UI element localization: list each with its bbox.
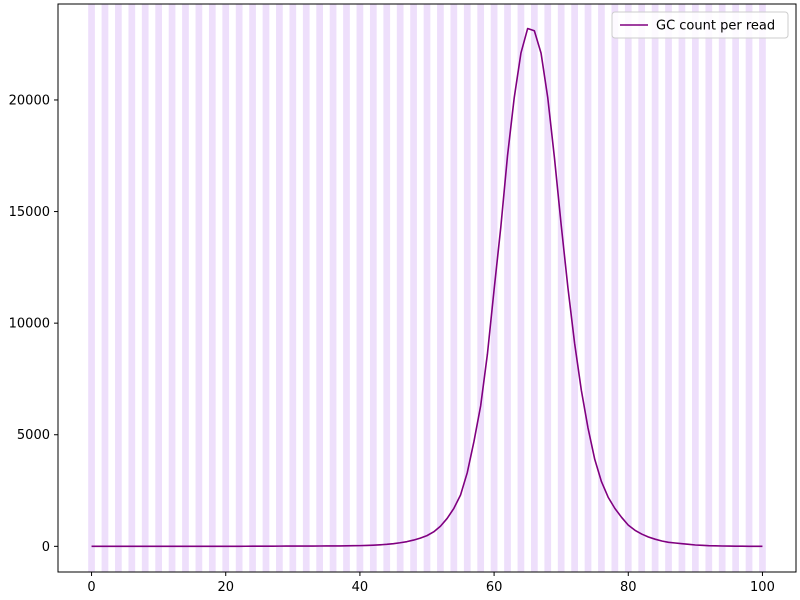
- x-tick-label: 40: [352, 580, 369, 595]
- background-band: [128, 4, 136, 572]
- background-band: [705, 4, 713, 572]
- background-band: [678, 4, 686, 572]
- background-band: [410, 4, 417, 572]
- plot-frame: [57, 3, 797, 573]
- background-band: [745, 4, 753, 572]
- background-band: [235, 4, 243, 572]
- background-band: [557, 4, 565, 572]
- background-band: [692, 4, 699, 572]
- legend: GC count per read: [611, 11, 789, 39]
- background-band: [759, 4, 766, 572]
- y-tick-label: 5000: [17, 428, 50, 443]
- y-tick-label: 15000: [9, 205, 50, 220]
- background-band: [276, 4, 283, 572]
- background-band: [141, 4, 149, 572]
- legend-label: GC count per read: [656, 19, 775, 34]
- background-band: [329, 4, 337, 572]
- background-band: [396, 4, 404, 572]
- x-tick-label: 100: [750, 580, 775, 595]
- background-band: [249, 4, 256, 572]
- background-band: [544, 4, 552, 572]
- background-band: [450, 4, 458, 572]
- background-band: [168, 4, 176, 572]
- background-band: [222, 4, 230, 572]
- ticks: 0 20 40 60 80 100 0 5000 10000 15000 20000: [9, 93, 775, 595]
- background-band: [598, 4, 605, 572]
- background-band: [651, 4, 659, 572]
- legend-box: [611, 11, 789, 39]
- background-band: [155, 4, 162, 572]
- background-band: [571, 4, 578, 572]
- background-band: [208, 4, 216, 572]
- background-band: [732, 4, 739, 572]
- background-band: [423, 4, 431, 572]
- background-band: [718, 4, 726, 572]
- background-band: [383, 4, 391, 572]
- background-band: [611, 4, 619, 572]
- x-tick-label: 0: [87, 580, 95, 595]
- background-band: [463, 4, 471, 572]
- background-band: [624, 4, 632, 572]
- series-lines: [91, 27, 763, 548]
- background-bands: [88, 4, 766, 572]
- background-band: [343, 4, 350, 572]
- axes: [57, 3, 797, 573]
- background-band: [356, 4, 364, 572]
- background-band: [101, 4, 109, 572]
- background-band: [369, 4, 377, 572]
- x-tick-label: 60: [486, 580, 503, 595]
- background-band: [530, 4, 538, 572]
- background-band: [517, 4, 525, 572]
- background-band: [477, 4, 485, 572]
- background-band: [316, 4, 324, 572]
- background-band: [302, 4, 310, 572]
- background-band: [115, 4, 122, 572]
- background-band: [289, 4, 297, 572]
- background-band: [195, 4, 203, 572]
- series-line-0: [91, 27, 763, 548]
- y-tick-label: 10000: [9, 317, 50, 332]
- background-band: [504, 4, 511, 572]
- x-tick-label: 80: [620, 580, 637, 595]
- background-band: [584, 4, 592, 572]
- y-tick-label: 20000: [9, 93, 50, 108]
- background-band: [88, 4, 95, 572]
- x-tick-label: 20: [217, 580, 234, 595]
- background-band: [182, 4, 189, 572]
- background-band: [262, 4, 270, 572]
- background-band: [437, 4, 444, 572]
- background-band: [638, 4, 646, 572]
- background-band: [665, 4, 672, 572]
- y-tick-label: 0: [42, 540, 50, 555]
